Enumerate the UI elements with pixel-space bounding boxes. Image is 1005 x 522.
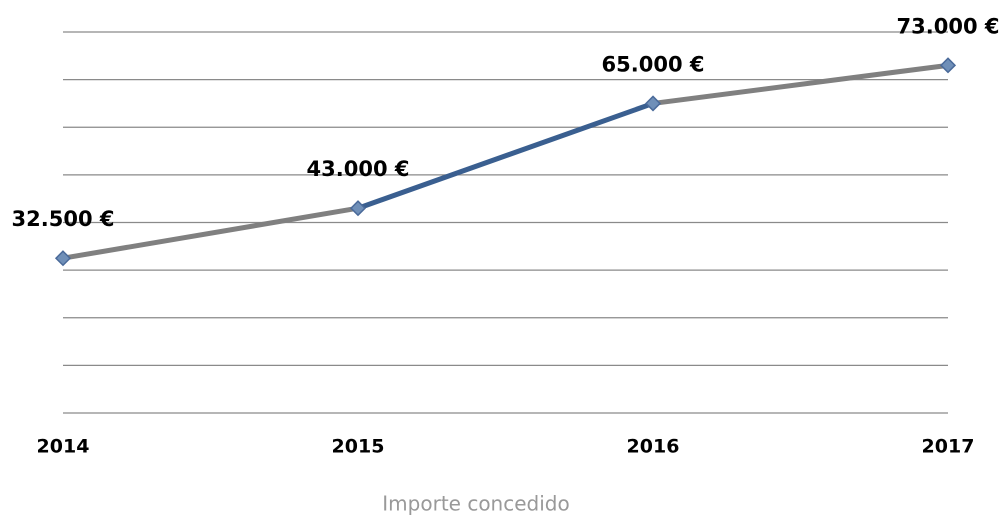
line-segment xyxy=(650,62,951,106)
line-segment xyxy=(60,205,361,261)
data-label: 32.500 € xyxy=(12,207,115,231)
data-label: 65.000 € xyxy=(602,52,705,76)
line-segment xyxy=(355,100,656,211)
marker xyxy=(54,250,72,267)
x-tick-label: 2014 xyxy=(37,436,90,458)
x-tick-label: 2017 xyxy=(922,436,975,458)
x-tick-label: 2016 xyxy=(627,436,680,458)
data-label: 43.000 € xyxy=(307,157,410,181)
marker xyxy=(644,95,662,112)
x-axis-label: Importe concedido xyxy=(382,492,569,516)
marker xyxy=(349,200,367,217)
x-tick-label: 2015 xyxy=(332,436,385,458)
marker xyxy=(939,57,957,74)
data-label: 73.000 € xyxy=(897,14,1000,38)
